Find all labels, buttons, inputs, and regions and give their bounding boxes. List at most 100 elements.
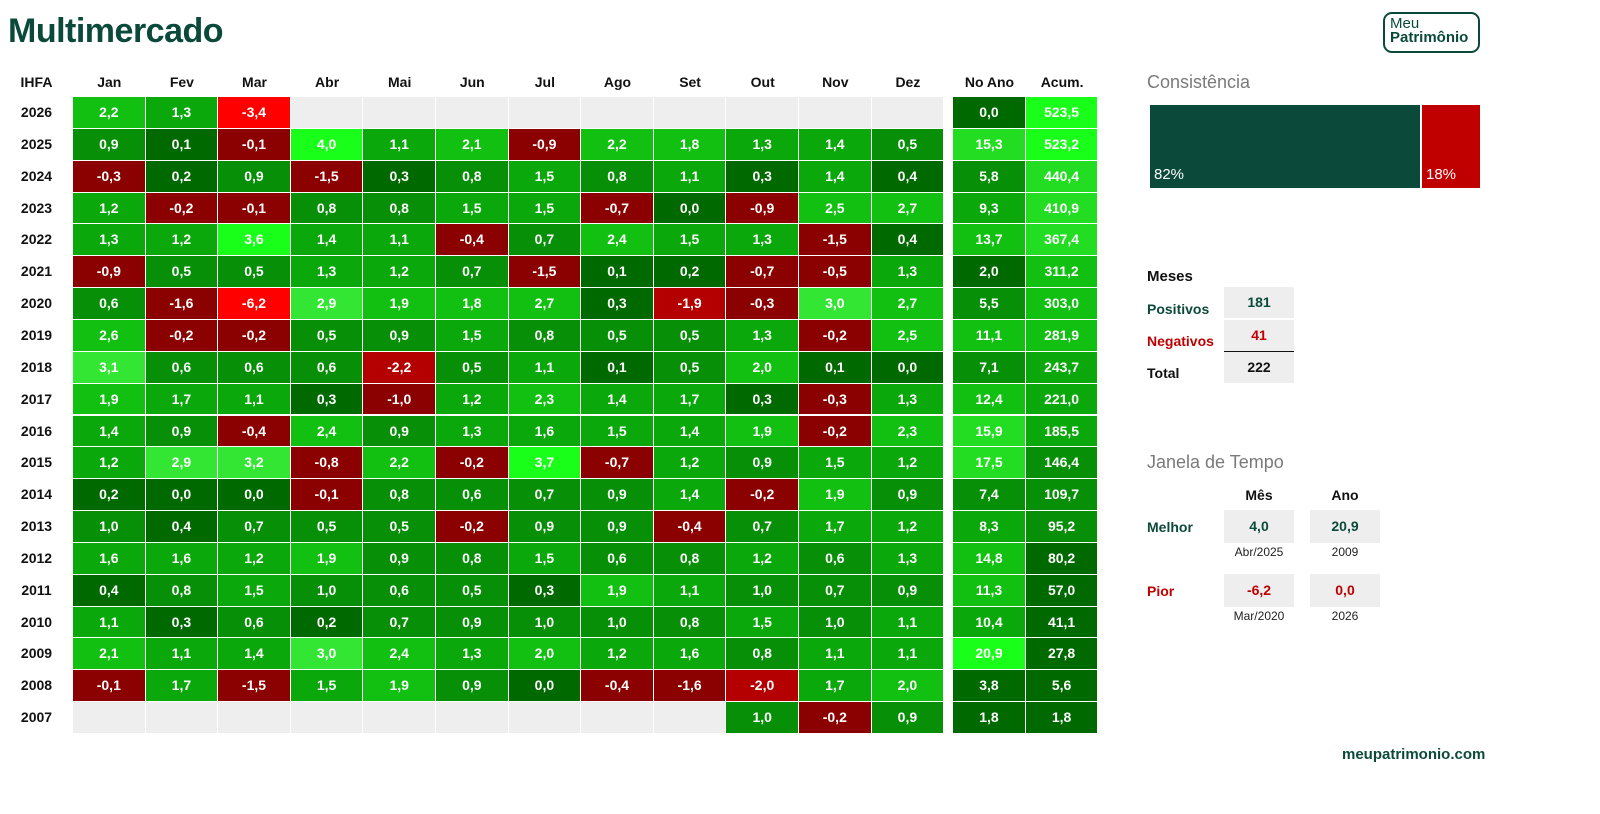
heatmap-cell: 1,4 [653,415,727,448]
row-year-label: 2020 [20,295,53,312]
heatmap-cell: -1,5 [218,670,291,703]
heatmap-cell: -0,3 [73,160,146,193]
heatmap-cell: 0,3 [508,574,582,607]
heatmap-cell: 1,0 [73,511,146,543]
heatmap-cell: 0,3 [726,383,799,416]
heatmap-cell: -1,9 [653,288,727,320]
heatmap-cell-empty [436,97,509,129]
heatmap-cell: 2,1 [73,638,146,671]
row-year-label: 2008 [20,677,53,694]
heatmap-cell: 0,5 [653,319,727,352]
heatmap-cell: -0,4 [218,415,291,448]
heatmap-cell: 41,1 [1025,606,1099,639]
heatmap-cell: 0,4 [871,224,945,257]
heatmap-cell: 0,7 [508,479,582,512]
total-label: Total [1147,365,1180,381]
heatmap-cell: 1,9 [290,542,364,575]
heatmap-cell: -2,0 [726,670,799,703]
heatmap-cell: 3,0 [290,638,364,671]
logo-line-2: Patrimônio [1390,29,1469,46]
row-year-label: 2009 [20,645,53,662]
heatmap-cell: -0,2 [218,319,291,352]
heatmap-cell: 0,5 [581,319,654,352]
heatmap-cell: 0,5 [290,319,364,352]
heatmap-cell: 0,9 [871,479,945,512]
heatmap-cell: 0,9 [363,542,436,575]
heatmap-cell-empty [508,702,582,734]
heatmap-cell: -0,1 [290,479,364,512]
heatmap-cell: 0,8 [508,319,582,352]
heatmap-cell: -1,5 [799,224,872,257]
heatmap-cell-empty [508,97,582,129]
brand-logo[interactable]: Meu Patrimônio [1383,12,1480,53]
heatmap-cell: -0,1 [218,128,291,161]
negativos-value: 41 [1224,320,1294,352]
heatmap-cell: 0,6 [145,351,219,384]
heatmap-cell: 0,3 [726,160,799,193]
heatmap-cell: 1,2 [218,542,291,575]
consistencia-title: Consistência [1147,72,1251,92]
heatmap-cell: 3,8 [953,670,1026,703]
heatmap-cell: -1,6 [653,670,727,703]
heatmap-cell: 1,3 [726,319,799,352]
heatmap-cell: 0,0 [653,192,727,225]
heatmap-cell: 1,4 [799,128,872,161]
heatmap-cell: 1,1 [653,160,727,193]
heatmap-cell: 0,7 [508,224,582,257]
row-year-label: 2019 [20,326,53,343]
heatmap-cell: 1,1 [145,638,219,671]
heatmap-cell-empty [653,97,727,129]
heatmap-cell: 4,0 [290,128,364,161]
heatmap-cell: 1,5 [653,224,727,257]
heatmap-cell: 1,5 [436,319,509,352]
heatmap-cell: 185,5 [1025,415,1099,448]
heatmap-cell: -0,4 [653,511,727,543]
heatmap-cell: 0,2 [73,479,146,512]
heatmap-cell: 1,3 [73,224,146,257]
heatmap-cell: 1,0 [726,702,799,734]
heatmap-cell: 15,3 [953,128,1026,161]
heatmap-cell: 2,0 [871,670,945,703]
heatmap-cell: 0,5 [436,574,509,607]
heatmap-cell: -0,1 [73,670,146,703]
heatmap-cell: 1,2 [726,542,799,575]
consistencia-positive-bar: 82% [1150,105,1420,188]
heatmap-cell: -1,5 [508,256,582,289]
heatmap-cell: 0,2 [653,256,727,289]
heatmap-cell: 2,3 [871,415,945,448]
heatmap-cell: 2,0 [953,256,1026,289]
row-year-label: 2012 [20,549,53,566]
heatmap-cell-empty [290,97,364,129]
heatmap-cell: 2,1 [436,128,509,161]
heatmap-cell: 3,7 [508,447,582,480]
heatmap-cell: 0,8 [436,542,509,575]
heatmap-cell: 1,7 [145,670,219,703]
heatmap-cell: -0,9 [726,192,799,225]
heatmap-cell: -3,4 [218,97,291,129]
heatmap-cell: -0,8 [290,447,364,480]
heatmap-cell-empty [73,702,146,734]
heatmap-cell: -0,3 [799,383,872,416]
heatmap-cell: 440,4 [1025,160,1099,193]
row-year-label: 2017 [20,390,53,407]
heatmap-cell: 7,4 [953,479,1026,512]
heatmap-cell: 0,8 [726,638,799,671]
heatmap-cell: 1,5 [508,160,582,193]
heatmap-cell: 1,4 [218,638,291,671]
row-year-label: 2011 [21,581,52,598]
heatmap-cell: 0,3 [290,383,364,416]
total-value: 222 [1224,352,1294,383]
consistencia-positive-label: 82% [1154,166,1185,183]
heatmap-cell: -0,7 [581,447,654,480]
heatmap-cell: 0,5 [218,256,291,289]
heatmap-cell: 0,6 [799,542,872,575]
footer-site[interactable]: meupatrimonio.com [1342,746,1486,763]
heatmap-cell: 2,3 [508,383,582,416]
heatmap-cell: 0,3 [581,288,654,320]
heatmap-cell: 1,1 [871,606,945,639]
heatmap-cell: 1,0 [508,606,582,639]
heatmap-cell: 0,8 [363,192,436,225]
heatmap-cell: 1,3 [871,256,945,289]
row-year-label: 2010 [20,613,53,630]
pior-ano-value: 0,0 [1310,574,1380,607]
